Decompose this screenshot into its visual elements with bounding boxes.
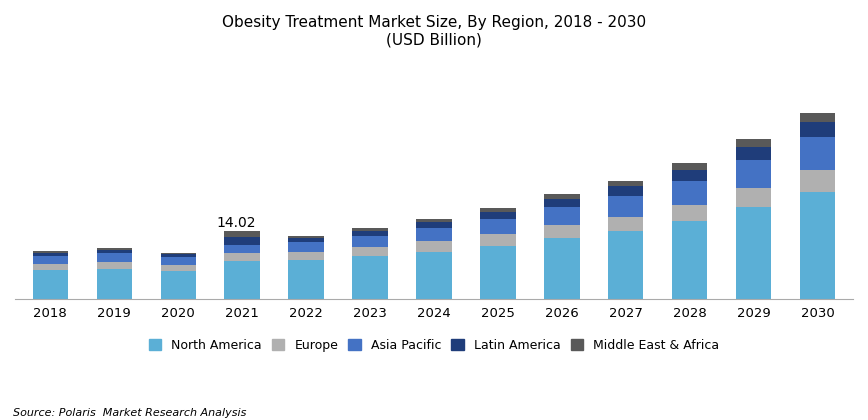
Bar <box>608 231 643 299</box>
Bar <box>96 248 132 250</box>
Bar <box>33 253 68 256</box>
Bar <box>544 199 580 207</box>
Bar <box>417 252 451 299</box>
Bar <box>544 194 580 199</box>
Bar <box>33 251 68 253</box>
Bar <box>736 147 772 160</box>
Bar <box>480 207 516 212</box>
Bar <box>736 139 772 147</box>
Bar <box>480 246 516 299</box>
Bar <box>480 218 516 234</box>
Bar <box>736 188 772 207</box>
Bar <box>736 207 772 299</box>
Bar <box>544 239 580 299</box>
Bar <box>288 236 324 238</box>
Bar <box>417 228 451 241</box>
Bar <box>480 212 516 218</box>
Bar <box>544 225 580 239</box>
Title: Obesity Treatment Market Size, By Region, 2018 - 2030
(USD Billion): Obesity Treatment Market Size, By Region… <box>222 15 646 47</box>
Bar <box>288 260 324 299</box>
Bar <box>161 252 195 255</box>
Bar <box>673 170 707 181</box>
Bar <box>352 256 388 299</box>
Bar <box>673 181 707 205</box>
Bar <box>608 186 643 196</box>
Bar <box>352 236 388 247</box>
Bar <box>161 265 195 271</box>
Bar <box>161 257 195 265</box>
Bar <box>673 163 707 170</box>
Bar <box>800 171 835 192</box>
Bar <box>352 228 388 231</box>
Bar <box>800 137 835 171</box>
Bar <box>800 113 835 122</box>
Bar <box>417 219 451 223</box>
Bar <box>161 271 195 299</box>
Bar <box>33 256 68 264</box>
Bar <box>736 160 772 188</box>
Bar <box>225 237 260 245</box>
Bar <box>96 262 132 268</box>
Bar <box>544 207 580 225</box>
Bar <box>161 255 195 257</box>
Legend: North America, Europe, Asia Pacific, Latin America, Middle East & Africa: North America, Europe, Asia Pacific, Lat… <box>144 334 724 357</box>
Bar <box>33 270 68 299</box>
Text: Source: Polaris  Market Research Analysis: Source: Polaris Market Research Analysis <box>13 408 247 418</box>
Bar <box>480 234 516 246</box>
Bar <box>225 231 260 237</box>
Bar <box>96 250 132 254</box>
Bar <box>225 245 260 254</box>
Bar <box>225 261 260 299</box>
Bar <box>608 217 643 231</box>
Bar <box>33 264 68 270</box>
Bar <box>288 238 324 242</box>
Bar <box>96 268 132 299</box>
Bar <box>96 254 132 262</box>
Bar <box>800 192 835 299</box>
Bar <box>608 181 643 186</box>
Bar <box>417 223 451 228</box>
Bar <box>608 196 643 217</box>
Text: 14.02: 14.02 <box>216 216 255 230</box>
Bar <box>417 241 451 252</box>
Bar <box>673 221 707 299</box>
Bar <box>288 242 324 252</box>
Bar <box>352 231 388 236</box>
Bar <box>225 254 260 261</box>
Bar <box>352 247 388 256</box>
Bar <box>673 205 707 221</box>
Bar <box>288 252 324 260</box>
Bar <box>800 122 835 137</box>
